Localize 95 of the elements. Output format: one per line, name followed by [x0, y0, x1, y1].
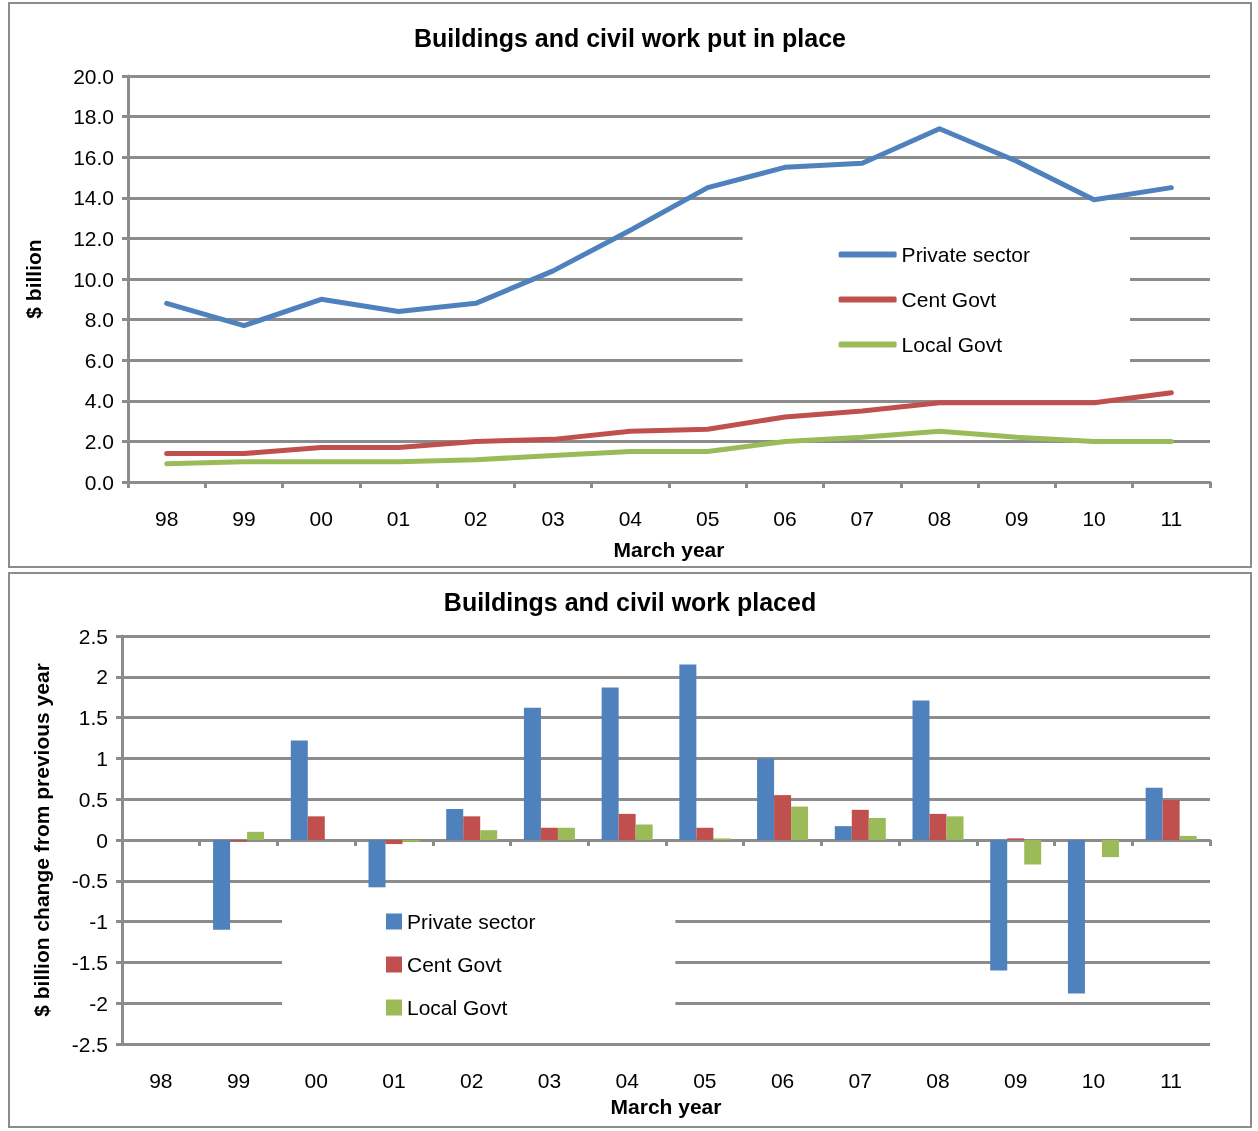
- x-tick-label: 09: [1005, 507, 1029, 530]
- bar: [463, 816, 481, 840]
- x-tick-label: 05: [693, 1069, 717, 1092]
- bar: [247, 831, 265, 840]
- bar: [990, 840, 1008, 971]
- bar: [446, 808, 464, 840]
- y-axis-title: $ billion: [22, 239, 45, 319]
- bar: [679, 664, 697, 840]
- bar: [851, 809, 869, 840]
- y-tick-label: 20.0: [73, 64, 114, 88]
- y-tick-label: 2.0: [84, 429, 114, 453]
- y-tick-label: 2: [96, 665, 108, 689]
- bar: [946, 816, 964, 840]
- x-tick-label: 04: [615, 1069, 640, 1092]
- bar: [601, 687, 619, 840]
- y-tick-label: 10.0: [73, 267, 114, 291]
- x-tick-label: 04: [618, 507, 643, 530]
- y-tick-label: 1.5: [78, 706, 108, 730]
- legend-label: Local Govt: [407, 996, 508, 1019]
- legend-label: Cent Govt: [901, 288, 997, 311]
- x-tick-label: 08: [927, 507, 952, 530]
- bar: [1179, 835, 1197, 840]
- x-tick-label: 10: [1082, 507, 1106, 530]
- legend-label: Cent Govt: [407, 953, 502, 976]
- x-tick-label: 07: [848, 1069, 872, 1092]
- bar: [1024, 840, 1042, 865]
- x-tick-label: 09: [1004, 1069, 1028, 1092]
- bar: [696, 827, 714, 840]
- legend-label: Private sector: [407, 910, 536, 933]
- bar: [791, 806, 809, 840]
- bar: [834, 826, 852, 840]
- bar: [368, 840, 386, 888]
- bar: [757, 758, 775, 840]
- x-tick-label: 99: [226, 1069, 251, 1092]
- y-tick-label: 0.5: [78, 787, 108, 811]
- bar: [1162, 800, 1180, 840]
- y-tick-label: 14.0: [73, 186, 114, 210]
- bar: [540, 827, 558, 840]
- bar: [1145, 787, 1163, 840]
- y-tick-label: 1: [96, 746, 108, 770]
- y-tick-label: 16.0: [73, 145, 114, 169]
- bar: [557, 827, 575, 840]
- x-tick-label: 02: [464, 507, 488, 530]
- y-tick-label: 2.5: [78, 624, 108, 648]
- x-tick-label: 03: [541, 507, 565, 530]
- bar: [307, 816, 325, 840]
- x-axis-title: March year: [613, 538, 725, 561]
- y-tick-label: -1: [89, 910, 108, 934]
- bar: [385, 840, 403, 845]
- y-tick-label: 4.0: [84, 389, 114, 413]
- x-tick-label: 98: [149, 1069, 173, 1092]
- bar: [290, 740, 308, 840]
- x-tick-label: 06: [773, 507, 797, 530]
- x-tick-label: 11: [1160, 507, 1183, 530]
- y-tick-label: -2: [89, 991, 108, 1015]
- y-axis-title: $ billion change from previous year: [30, 663, 53, 1017]
- x-tick-label: 98: [154, 507, 179, 530]
- x-tick-label: 99: [232, 507, 256, 530]
- x-tick-label: 07: [850, 507, 874, 530]
- bar: [1101, 840, 1119, 858]
- bar: [912, 700, 930, 840]
- chart-title: Buildings and civil work put in place: [413, 23, 847, 52]
- legend-label: Local Govt: [901, 333, 1003, 356]
- x-tick-label: 10: [1081, 1069, 1106, 1092]
- bar: [635, 824, 653, 840]
- x-tick-label: 00: [304, 1069, 328, 1092]
- bar: [480, 830, 498, 840]
- x-tick-label: 01: [382, 1069, 406, 1092]
- x-tick-label: 05: [695, 507, 720, 530]
- bar: [929, 813, 947, 840]
- y-tick-label: 12.0: [73, 226, 114, 250]
- y-tick-label: 6.0: [84, 348, 114, 372]
- y-tick-label: 0: [96, 828, 108, 852]
- bar: [1067, 840, 1085, 994]
- y-tick-label: -1.5: [71, 950, 108, 974]
- bar: [618, 813, 636, 840]
- bar: [523, 707, 541, 840]
- bar: [774, 795, 792, 840]
- x-tick-label: 03: [537, 1069, 562, 1092]
- y-tick-label: 18.0: [73, 105, 114, 129]
- y-tick-label: 0.0: [84, 470, 114, 494]
- y-tick-label: -0.5: [71, 869, 108, 893]
- x-axis-title: March year: [610, 1095, 722, 1118]
- bar: [868, 817, 886, 840]
- y-tick-label: -2.5: [71, 1032, 108, 1056]
- legend-label: Private sector: [901, 243, 1031, 266]
- x-tick-label: 06: [770, 1069, 795, 1092]
- x-tick-label: 11: [1160, 1069, 1183, 1092]
- chart-title: Buildings and civil work placed: [443, 587, 817, 616]
- x-tick-label: 01: [386, 507, 411, 530]
- x-tick-label: 02: [460, 1069, 484, 1092]
- bar: [213, 840, 231, 930]
- y-tick-label: 8.0: [84, 308, 114, 332]
- x-tick-label: 00: [309, 507, 333, 530]
- x-tick-label: 08: [926, 1069, 950, 1092]
